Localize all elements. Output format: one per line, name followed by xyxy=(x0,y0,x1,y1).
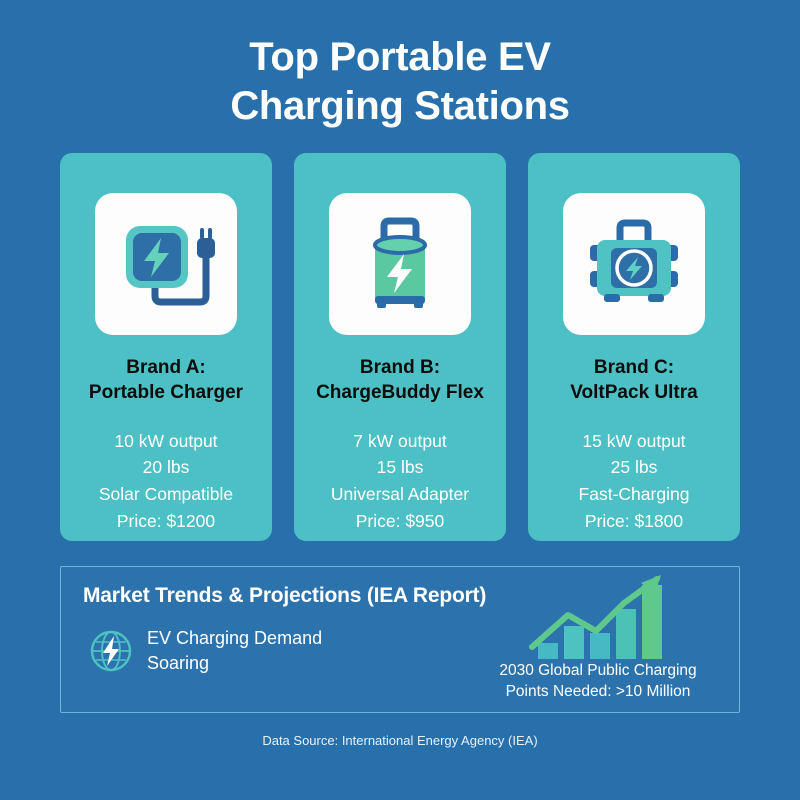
market-trends-body: EV Charging Demand Soaring xyxy=(83,574,717,700)
trend-arrow-line xyxy=(529,575,660,650)
product-cards-row: Brand A: Portable Charger 10 kW output 2… xyxy=(0,152,800,541)
spec-output-c: 15 kW output xyxy=(582,430,686,451)
page-title: Top Portable EV Charging Stations xyxy=(0,33,800,131)
product-specs-b: 7 kW output 15 lbs Universal Adapter Pri… xyxy=(331,428,469,534)
spec-output-b: 7 kW output xyxy=(353,430,447,451)
product-specs-a: 10 kW output 20 lbs Solar Compatible Pri… xyxy=(99,428,233,534)
spec-weight-c: 25 lbs xyxy=(610,457,658,478)
model-label-a: Portable Charger xyxy=(88,382,244,404)
growth-bar-chart xyxy=(473,573,723,659)
spec-price-b: Price: $950 xyxy=(355,510,445,531)
battery-canister-icon xyxy=(373,217,427,308)
spec-weight-a: 20 lbs xyxy=(142,457,190,478)
product-icon-tile-b xyxy=(329,192,471,335)
product-specs-c: 15 kW output 25 lbs Fast-Charging Price:… xyxy=(579,428,690,534)
spec-feature-b: Universal Adapter xyxy=(330,484,470,505)
market-trends-panel: Market Trends & Projections (IEA Report)… xyxy=(60,565,740,713)
product-card-brand-a[interactable]: Brand A: Portable Charger 10 kW output 2… xyxy=(60,152,272,541)
market-trends-title: Market Trends & Projections (IEA Report) xyxy=(83,583,487,607)
product-icon-tile-c xyxy=(563,192,705,335)
chart-bar-5 xyxy=(642,584,662,659)
projection-block: 2030 Global Public Charging Points Neede… xyxy=(473,573,723,703)
ev-demand-line-1: EV Charging Demand xyxy=(147,627,323,648)
wall-charger-icon xyxy=(126,225,215,306)
spec-feature-c: Fast-Charging xyxy=(578,484,690,505)
globe-bolt-icon xyxy=(90,630,132,672)
chart-bar-1 xyxy=(538,642,558,659)
spec-output-a: 10 kW output xyxy=(114,430,218,451)
product-card-brand-b[interactable]: Brand B: ChargeBuddy Flex 7 kW output 15… xyxy=(294,152,506,541)
page-title-line-1: Top Portable EV xyxy=(249,35,551,79)
brand-label-a: Brand A: xyxy=(126,356,206,378)
chart-bar-3 xyxy=(590,632,610,659)
projection-caption-line-1: 2030 Global Public Charging xyxy=(499,661,697,679)
spec-weight-b: 15 lbs xyxy=(376,457,424,478)
spec-price-a: Price: $1200 xyxy=(116,510,216,531)
chart-bar-2 xyxy=(564,625,584,659)
ev-demand-line-2: Soaring xyxy=(147,653,210,674)
ev-demand-text: EV Charging Demand Soaring xyxy=(147,626,322,677)
page-title-line-2: Charging Stations xyxy=(230,83,570,128)
model-label-c: VoltPack Ultra xyxy=(570,382,698,404)
product-title-a: Brand A: Portable Charger xyxy=(89,355,243,406)
brand-label-c: Brand C: xyxy=(593,356,675,378)
power-station-case-icon xyxy=(590,219,678,302)
chart-bar-4 xyxy=(616,608,636,659)
trend-arrow-head xyxy=(641,574,661,593)
spec-feature-a: Solar Compatible xyxy=(98,484,234,505)
product-icon-tile-a xyxy=(95,192,237,335)
ev-demand-item: EV Charging Demand Soaring xyxy=(83,626,322,677)
product-title-b: Brand B: ChargeBuddy Flex xyxy=(316,355,484,406)
title-block: Top Portable EV Charging Stations xyxy=(0,0,800,131)
product-title-c: Brand C: VoltPack Ultra xyxy=(570,355,697,406)
projection-caption: 2030 Global Public Charging Points Neede… xyxy=(473,661,723,703)
projection-caption-line-2: Points Needed: >10 Million xyxy=(505,682,691,700)
product-card-brand-c[interactable]: Brand C: VoltPack Ultra 15 kW output 25 … xyxy=(528,152,740,541)
growth-bar-chart-svg xyxy=(529,574,662,659)
data-source-footer: Data Source: International Energy Agency… xyxy=(262,732,538,748)
spec-price-c: Price: $1800 xyxy=(584,510,684,531)
brand-label-b: Brand B: xyxy=(359,356,441,378)
model-label-b: ChargeBuddy Flex xyxy=(316,382,484,404)
